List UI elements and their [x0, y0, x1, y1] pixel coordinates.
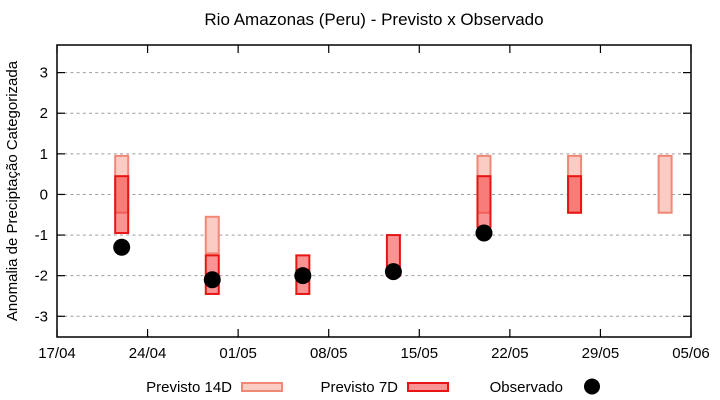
gridlines	[58, 72, 690, 317]
x-tick-label: 29/05	[582, 345, 620, 362]
legend-label-previsto-14d: Previsto 14D	[146, 379, 232, 396]
observed-dot	[294, 267, 312, 285]
x-tick-label: 17/04	[38, 345, 76, 362]
candlestick-previsto-7d	[476, 175, 492, 228]
observed-dot	[203, 271, 221, 289]
y-tick-label: -2	[35, 268, 48, 285]
y-tick-label: -1	[35, 227, 48, 244]
legend-label-previsto-7d: Previsto 7D	[320, 379, 398, 396]
y-tick-label: 3	[40, 65, 48, 82]
candlestick-previsto-7d	[567, 175, 583, 214]
x-tick-label: 22/05	[491, 345, 529, 362]
chart-title: Rio Amazonas (Peru) - Previsto x Observa…	[204, 10, 543, 29]
candlestick-previsto-7d	[114, 175, 130, 235]
x-tick-label: 05/06	[672, 345, 710, 362]
y-tick-label: 2	[40, 105, 48, 122]
observed-dot	[113, 238, 131, 256]
candlestick-previsto-14d	[204, 215, 220, 255]
legend-swatch-previsto-7d	[407, 382, 449, 392]
y-tick-label: 1	[40, 146, 48, 163]
x-tick-label: 01/05	[219, 345, 257, 362]
observed-dot	[475, 224, 493, 242]
legend-label-observado: Observado	[490, 379, 563, 396]
legend-swatch-previsto-14d	[241, 382, 283, 392]
plot-border	[56, 44, 692, 338]
y-tick-label: -3	[35, 308, 48, 325]
y-axis-label: Anomalia de Preciptação Categorizada	[4, 60, 21, 321]
x-tick-label: 08/05	[310, 345, 348, 362]
axis-tick-labels: 17/04 24/04 01/05 08/05 15/05 22/05 29/05 05/06…	[35, 65, 710, 362]
observed-dot	[384, 263, 402, 281]
legend-marker-observado-dot	[584, 378, 600, 395]
y-tick-label: 0	[40, 186, 48, 203]
series-observado	[113, 224, 493, 289]
axis-ticks	[56, 45, 692, 337]
legend: Previsto 14D Previsto 7D Observado	[146, 378, 600, 396]
x-tick-label: 15/05	[401, 345, 439, 362]
candlestick-previsto-14d	[657, 154, 673, 214]
x-tick-label: 24/04	[129, 345, 167, 362]
